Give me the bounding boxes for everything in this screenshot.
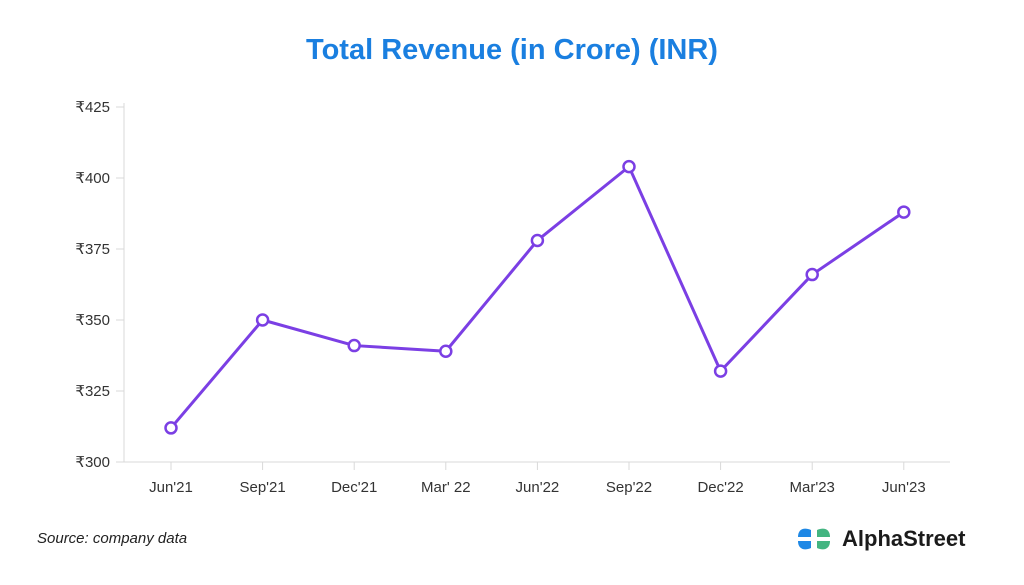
y-tick-label: ₹425	[75, 99, 110, 116]
x-tick-label: Mar' 22	[421, 479, 471, 496]
x-tick-label: Jun'21	[149, 479, 193, 496]
x-tick-label: Jun'22	[516, 479, 560, 496]
chart-title: Total Revenue (in Crore) (INR)	[306, 34, 718, 66]
y-tick-label: ₹300	[75, 454, 110, 471]
y-tick-label: ₹375	[75, 241, 110, 258]
y-axis-ticks: ₹300 ₹325 ₹350 ₹375 ₹400 ₹425	[75, 99, 124, 471]
x-tick-label: Mar'23	[790, 479, 835, 496]
revenue-series-line	[169, 165, 905, 429]
brand: AlphaStreet	[796, 526, 965, 552]
data-point	[439, 344, 453, 358]
revenue-data-points	[164, 159, 911, 435]
x-tick-label: Sep'21	[239, 479, 285, 496]
data-point	[164, 421, 178, 435]
x-axis-ticks: Jun'21 Sep'21 Dec'21 Mar' 22 Jun'22 Sep'22 Dec…	[149, 462, 926, 496]
data-point	[530, 233, 545, 248]
x-tick-label: Dec'21	[331, 479, 377, 496]
data-point	[897, 205, 911, 219]
brand-name: AlphaStreet	[842, 526, 966, 551]
x-tick-label: Dec'22	[697, 479, 743, 496]
x-tick-label: Jun'23	[882, 479, 926, 496]
y-tick-label: ₹400	[75, 170, 110, 187]
alphastreet-logo-icon	[798, 528, 830, 550]
data-point	[805, 267, 819, 282]
chart-axes	[123, 103, 950, 463]
data-point	[622, 159, 636, 174]
y-tick-label: ₹350	[75, 312, 110, 329]
data-point	[713, 364, 728, 378]
data-point	[347, 338, 361, 353]
source-note: Source: company data	[37, 530, 188, 547]
data-point	[255, 313, 270, 327]
y-tick-label: ₹325	[75, 383, 110, 400]
x-tick-label: Sep'22	[606, 479, 652, 496]
